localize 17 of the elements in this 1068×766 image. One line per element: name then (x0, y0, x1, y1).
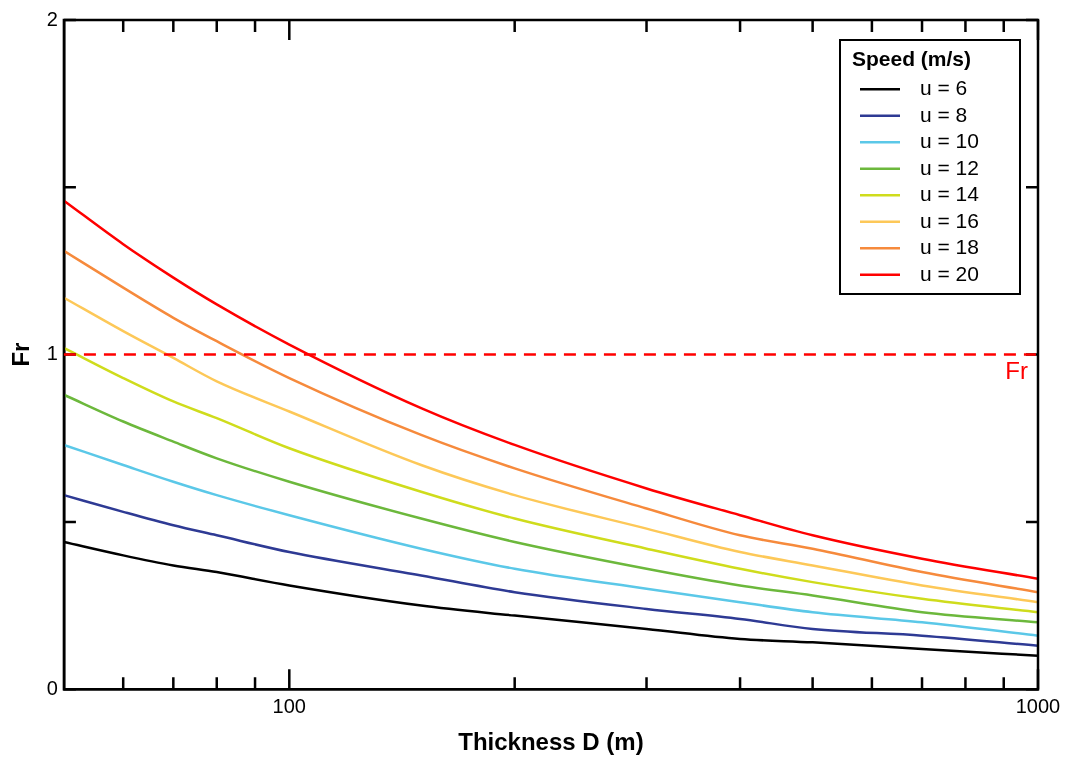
y-tick-label: 1 (46, 342, 58, 365)
legend-title: Speed (m/s) (852, 46, 972, 70)
legend-label: u = 14 (920, 182, 980, 206)
legend-label: u = 8 (920, 102, 968, 126)
legend-label: u = 18 (920, 235, 979, 259)
x-axis-title: Thickness D (m) (458, 728, 644, 756)
ref-line-label: Fr (1005, 357, 1028, 385)
legend-label: u = 12 (920, 155, 979, 179)
legend-label: u = 16 (920, 208, 979, 232)
y-axis-title: Fr (7, 342, 35, 367)
y-tick-label: 0 (46, 676, 58, 699)
x-tick-label: 1000 (1015, 694, 1061, 717)
legend-label: u = 20 (920, 261, 979, 285)
y-tick-label: 2 (46, 7, 58, 30)
x-tick-label: 100 (272, 694, 306, 717)
legend-label: u = 6 (920, 76, 968, 100)
legend-label: u = 10 (920, 129, 979, 153)
